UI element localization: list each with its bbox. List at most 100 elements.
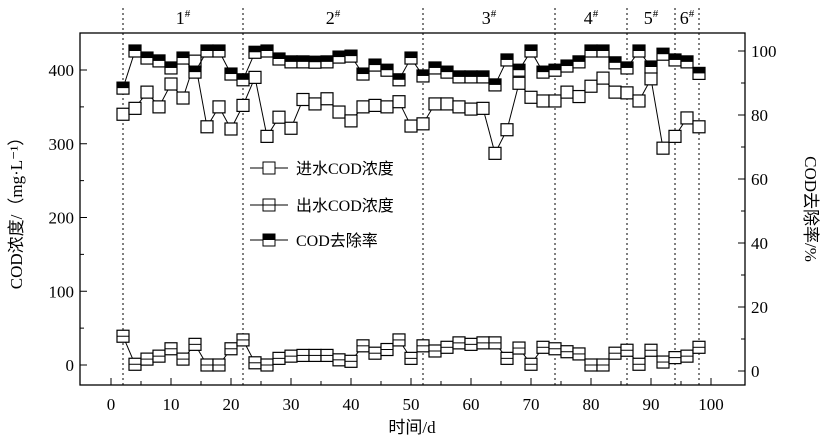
marker-fill <box>609 56 621 63</box>
y-left-tick-label: 400 <box>49 61 75 80</box>
y-right-tick-label: 100 <box>751 42 777 61</box>
data-point <box>512 63 526 77</box>
data-point <box>308 55 322 69</box>
data-point <box>176 51 190 65</box>
data-point <box>200 120 214 134</box>
marker-fill <box>177 52 189 59</box>
marker-square <box>176 91 190 105</box>
marker-fill <box>405 52 417 59</box>
data-point <box>404 51 418 65</box>
x-tick-label: 90 <box>643 395 660 414</box>
marker-square <box>392 95 406 109</box>
marker-fill <box>129 45 141 51</box>
y-left-tick-label: 100 <box>49 282 75 301</box>
data-point <box>668 351 682 365</box>
data-point <box>596 358 610 372</box>
x-axis-title: 时间/d <box>388 418 436 437</box>
marker-fill <box>621 61 633 68</box>
data-point <box>584 358 598 372</box>
marker-square <box>584 79 598 93</box>
stage-label: 3# <box>482 8 497 28</box>
marker-fill <box>249 46 261 53</box>
data-point <box>464 337 478 351</box>
data-point <box>560 59 574 73</box>
data-point <box>164 77 178 91</box>
marker-square <box>668 129 682 143</box>
data-point <box>212 44 226 58</box>
data-point <box>680 55 694 69</box>
plot-frame <box>79 32 746 386</box>
data-point <box>272 52 286 66</box>
data-point <box>320 92 334 106</box>
data-point <box>200 358 214 372</box>
data-point <box>596 71 610 85</box>
data-point <box>152 54 166 68</box>
data-point <box>188 337 202 351</box>
data-point <box>560 85 574 99</box>
y-right-tick-label: 60 <box>751 170 768 189</box>
data-point <box>212 100 226 114</box>
data-point <box>536 65 550 79</box>
series-layer <box>116 44 706 372</box>
data-point <box>380 63 394 77</box>
marker-fill <box>657 48 669 55</box>
data-point <box>152 100 166 114</box>
marker-fill <box>597 45 609 51</box>
marker-square <box>236 98 250 113</box>
stage-label: 6# <box>680 8 695 28</box>
data-point <box>476 101 490 115</box>
axis-ticks: 0 10 20 30 40 50 60 70 80 90 100 0 100 200 300 400 0 20 40… <box>49 42 777 414</box>
data-point <box>440 65 454 79</box>
data-point <box>452 336 466 350</box>
data-point <box>584 44 598 58</box>
data-point <box>548 63 562 77</box>
data-point <box>176 91 190 105</box>
marker-fill <box>165 61 177 68</box>
x-tick-label: 20 <box>223 395 240 414</box>
x-tick-label: 30 <box>283 395 300 414</box>
x-tick-label: 10 <box>163 395 180 414</box>
x-tick-label: 0 <box>107 395 116 414</box>
marker-square <box>548 94 562 108</box>
data-point <box>488 146 502 160</box>
data-point <box>284 121 298 135</box>
data-point <box>332 50 346 64</box>
data-point <box>248 356 262 370</box>
marker-square <box>272 110 286 124</box>
marker-square <box>536 94 550 108</box>
marker-fill <box>357 68 369 75</box>
y-right-tick-label: 0 <box>751 362 760 381</box>
data-point <box>680 111 694 125</box>
marker-fill <box>681 55 693 62</box>
data-point <box>116 107 130 121</box>
marker-square <box>128 101 142 115</box>
marker-square <box>500 123 514 137</box>
marker-fill <box>669 53 681 60</box>
marker-fill <box>501 53 513 60</box>
data-point <box>668 129 682 143</box>
data-point <box>608 346 622 360</box>
data-point <box>392 95 406 109</box>
data-point <box>656 141 670 155</box>
data-point <box>404 351 418 365</box>
data-point <box>692 340 706 354</box>
data-point <box>260 129 274 143</box>
data-point <box>368 98 382 113</box>
marker-square <box>692 120 706 134</box>
data-point <box>524 44 538 58</box>
data-point <box>128 357 142 371</box>
data-point <box>452 100 466 114</box>
data-point <box>500 53 514 67</box>
data-point <box>260 358 274 372</box>
marker-fill <box>393 73 405 80</box>
marker-square <box>224 122 238 136</box>
marker-square <box>248 70 262 84</box>
data-point <box>296 348 310 363</box>
data-point <box>236 98 250 113</box>
data-point <box>644 60 658 74</box>
data-point <box>356 339 370 353</box>
data-point <box>236 73 250 87</box>
data-point <box>692 120 706 134</box>
data-point <box>116 81 130 95</box>
data-point <box>548 342 562 356</box>
